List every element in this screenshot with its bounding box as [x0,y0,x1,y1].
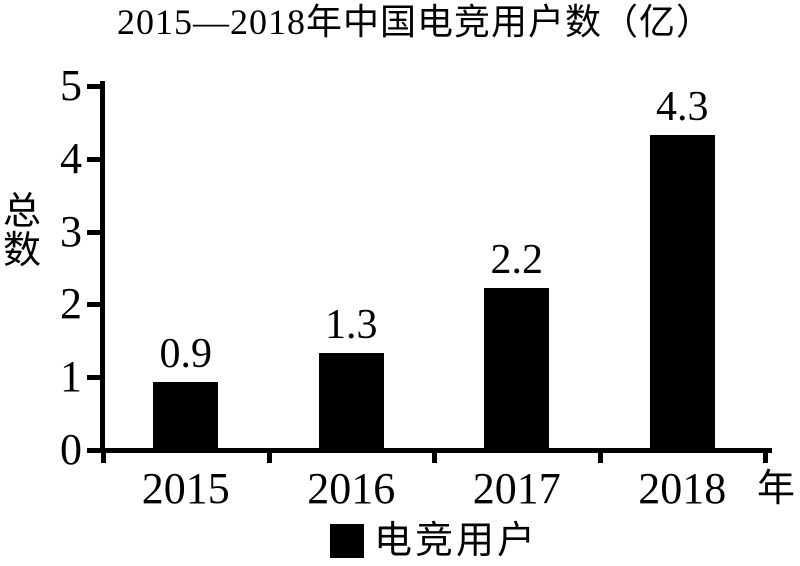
y-axis-tick-label: 0 [60,425,82,474]
bar [649,134,715,448]
chart-title: 2015—2018年中国电竞用户数（亿） [116,2,713,42]
bar [484,287,550,448]
y-axis-label: 总数 [2,191,41,272]
legend: 电竞用户 [103,521,765,561]
bar [153,382,219,448]
x-axis-line [89,448,772,453]
y-axis-tick-label: 5 [60,61,82,110]
x-axis-tick [597,450,603,463]
x-axis-category-label: 2015 [141,464,230,513]
x-axis-unit-label: 年 [757,468,796,510]
y-axis-tick-label: 1 [60,352,82,402]
x-axis-tick [101,450,106,463]
y-axis-tick [87,229,100,235]
bar-value-label: 2.2 [490,236,544,283]
y-axis-tick [87,302,100,308]
x-axis-tick [763,450,768,463]
bar-value-label: 1.3 [325,302,378,349]
y-axis-tick [87,84,100,89]
y-axis-tick-label: 3 [60,206,82,256]
y-axis-tick [87,448,100,453]
legend-label: 电竞用户 [373,520,538,562]
y-axis-tick [87,375,100,381]
x-axis-tick [266,450,272,463]
y-axis-line [100,81,105,453]
x-axis-category-label: 2017 [472,464,561,513]
x-axis-tick [432,450,437,463]
y-axis-tick-label: 4 [60,133,82,183]
legend-swatch-icon [329,524,364,558]
bar-value-label: 0.9 [159,331,213,378]
x-axis-category-label: 2016 [307,464,396,513]
x-axis-category-label: 2018 [638,464,727,513]
bar [318,353,384,448]
y-axis-tick [87,156,100,162]
y-axis-tick-label: 2 [60,279,82,329]
bar-value-label: 4.3 [656,83,709,130]
